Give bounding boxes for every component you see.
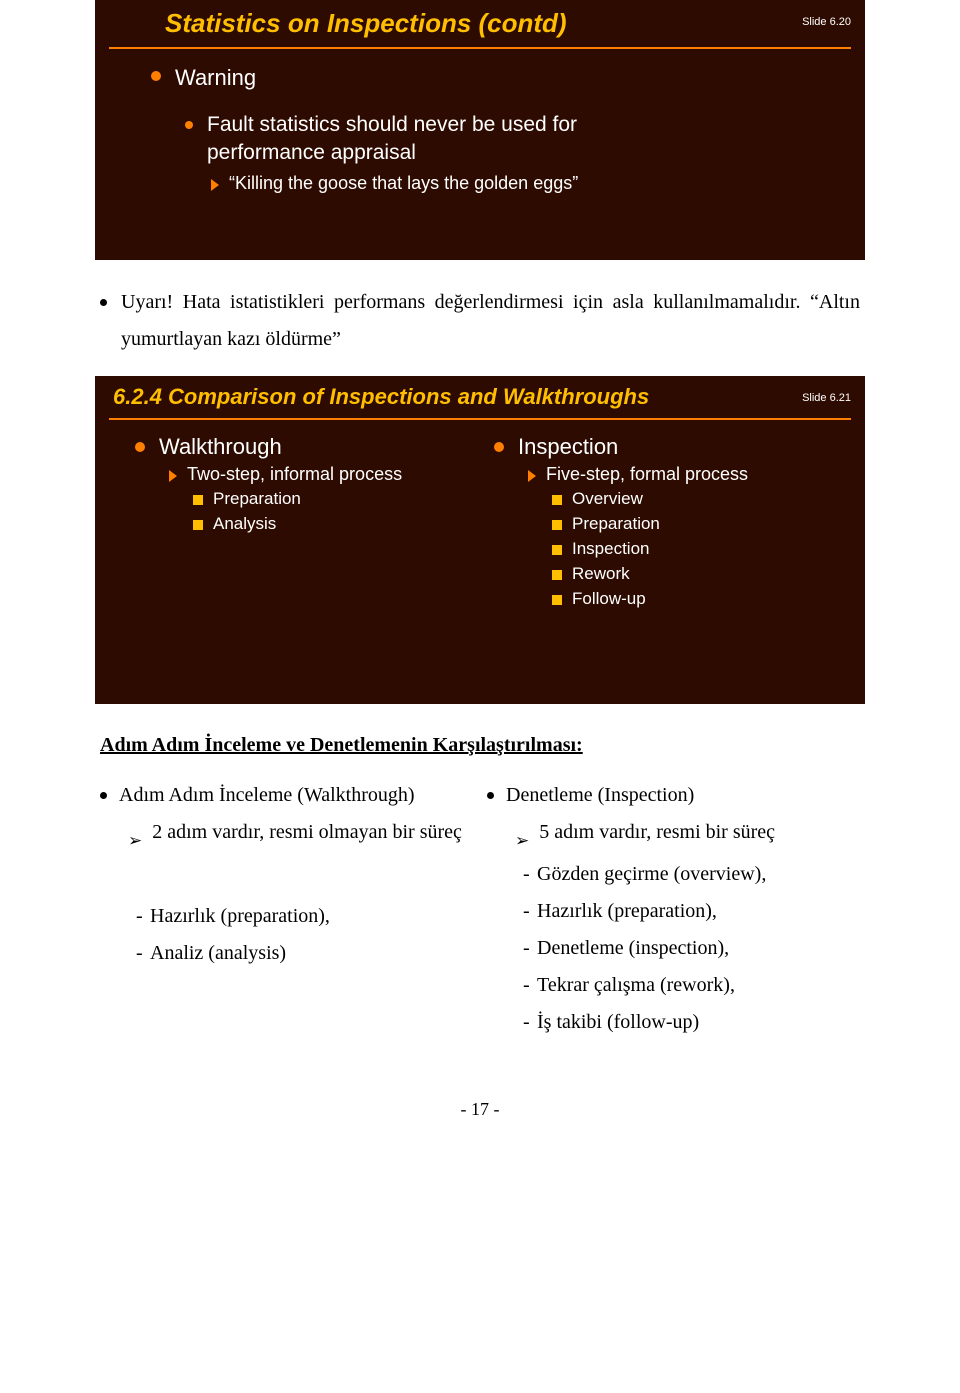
triangle-icon: ➢ — [128, 825, 142, 856]
inspection-step: Follow-up — [572, 588, 646, 611]
dash-icon: - — [523, 856, 537, 893]
compare-heading: Adım Adım İnceleme ve Denetlemenin Karşı… — [100, 734, 860, 757]
slide-number: Slide 6.21 — [802, 392, 851, 404]
bullet-icon — [185, 121, 193, 129]
slide-number: Slide 6.20 — [802, 16, 851, 28]
warning-label: Warning — [175, 63, 256, 93]
page-number: - 17 - — [0, 1099, 960, 1140]
goose-quote: “Killing the goose that lays the golden … — [229, 171, 578, 195]
bullet-icon — [494, 442, 504, 452]
square-icon — [552, 545, 562, 555]
inspection-step: Preparation — [572, 513, 660, 536]
compare-right-title: Denetleme (Inspection) — [506, 777, 694, 814]
compare-right-items: -Gözden geçirme (overview), -Hazırlık (p… — [523, 856, 860, 1041]
compare-left-item: Hazırlık (preparation), — [150, 898, 330, 935]
compare-left-sub: 2 adım vardır, resmi olmayan bir süreç — [152, 814, 462, 856]
square-icon — [552, 520, 562, 530]
compare-left-item: Analiz (analysis) — [150, 935, 286, 972]
walkthrough-step: Analysis — [213, 513, 276, 536]
body-text-1: Uyarı! Hata istatistikleri performans de… — [100, 284, 860, 358]
bullet-icon — [100, 792, 107, 799]
square-icon — [552, 570, 562, 580]
inspection-process: Five-step, formal process — [546, 462, 748, 486]
walkthrough-process: Two-step, informal process — [187, 462, 402, 486]
slide-body: Warning Fault statistics should never be… — [95, 49, 865, 196]
compare-right-item: Denetleme (inspection), — [537, 930, 729, 967]
line: performance appraisal — [207, 141, 416, 164]
bullet-icon — [151, 71, 161, 81]
triangle-icon: ➢ — [515, 825, 529, 856]
compare-left-items: -Hazırlık (preparation), -Analiz (analys… — [136, 898, 473, 972]
dash-icon: - — [523, 1004, 537, 1041]
compare-left-title: Adım Adım İnceleme (Walkthrough) — [119, 777, 415, 814]
walkthrough-step: Preparation — [213, 488, 301, 511]
arrow-icon — [528, 470, 536, 482]
inspection-step: Inspection — [572, 538, 650, 561]
slide-comparison: 6.2.4 Comparison of Inspections and Walk… — [95, 376, 865, 704]
compare-right-col: Denetleme (Inspection) ➢ 5 adım vardır, … — [487, 777, 860, 1041]
walkthrough-col: Walkthrough Two-step, informal process P… — [135, 432, 478, 611]
dash-icon: - — [523, 967, 537, 1004]
square-icon — [552, 495, 562, 505]
dash-icon: - — [136, 935, 150, 972]
line: Fault statistics should never be used fo… — [207, 113, 577, 136]
slide-title: Statistics on Inspections (contd) — [95, 0, 865, 41]
compare-left-col: Adım Adım İnceleme (Walkthrough) ➢ 2 adı… — [100, 777, 473, 1041]
square-icon — [193, 520, 203, 530]
arrow-icon — [169, 470, 177, 482]
bullet-icon — [487, 792, 494, 799]
slide-title: 6.2.4 Comparison of Inspections and Walk… — [95, 376, 865, 412]
compare-right-sub: 5 adım vardır, resmi bir süreç — [539, 814, 775, 856]
compare-right-item: Tekrar çalışma (rework), — [537, 967, 735, 1004]
inspection-heading: Inspection — [518, 434, 618, 460]
compare-right-item: Hazırlık (preparation), — [537, 893, 717, 930]
page: Statistics on Inspections (contd) Slide … — [0, 0, 960, 1140]
compare-right-item: Gözden geçirme (overview), — [537, 856, 766, 893]
slide-columns: Walkthrough Two-step, informal process P… — [95, 420, 865, 611]
dash-icon: - — [136, 898, 150, 935]
fault-stat-text: Fault statistics should never be used fo… — [207, 111, 577, 168]
dash-icon: - — [523, 893, 537, 930]
bullet-icon — [100, 299, 107, 306]
inspection-step: Rework — [572, 563, 630, 586]
inspection-col: Inspection Five-step, formal process Ove… — [494, 432, 837, 611]
compare-table: Adım Adım İnceleme (Walkthrough) ➢ 2 adı… — [100, 777, 860, 1041]
arrow-icon — [211, 179, 219, 191]
square-icon — [193, 495, 203, 505]
body-line: Uyarı! Hata istatistikleri performans de… — [121, 284, 860, 358]
dash-icon: - — [523, 930, 537, 967]
walkthrough-heading: Walkthrough — [159, 434, 282, 460]
bullet-icon — [135, 442, 145, 452]
slide-stats-inspections: Statistics on Inspections (contd) Slide … — [95, 0, 865, 260]
compare-right-item: İş takibi (follow-up) — [537, 1004, 699, 1041]
inspection-step: Overview — [572, 488, 643, 511]
square-icon — [552, 595, 562, 605]
